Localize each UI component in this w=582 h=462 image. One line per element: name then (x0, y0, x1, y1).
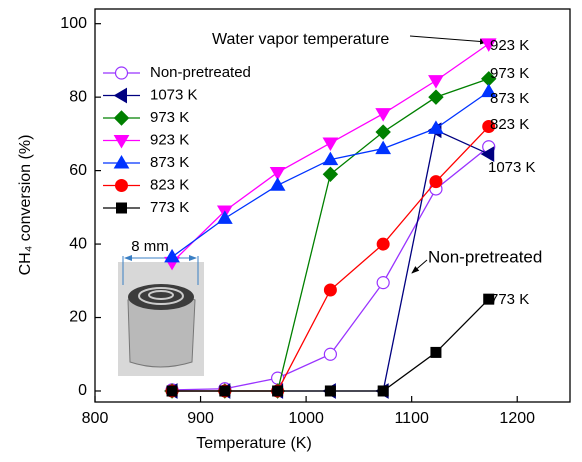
data-point (480, 146, 495, 162)
data-point (219, 385, 231, 397)
legend-marker (114, 66, 129, 80)
annotation: 1073 K (488, 159, 536, 176)
annotation: 873 K (490, 90, 529, 107)
annotation: 773 K (490, 291, 529, 308)
data-point (269, 177, 286, 191)
data-point (166, 385, 178, 397)
legend-label: 973 K (150, 109, 189, 126)
y-tick-label: 100 (60, 15, 87, 32)
inset-photo (118, 255, 204, 376)
legend-marker (113, 155, 130, 169)
x-tick-label: 1100 (394, 410, 429, 427)
data-point (322, 151, 339, 166)
legend-label: Non-pretreated (150, 64, 251, 81)
annotation: 823 K (490, 116, 529, 133)
legend-marker (113, 87, 127, 104)
data-point (377, 385, 389, 397)
legend-label: 1073 K (150, 86, 198, 103)
legend-marker (113, 110, 130, 126)
data-point (428, 89, 444, 105)
annotation: 8 mm (131, 238, 169, 255)
annotation: 973 K (490, 65, 529, 82)
data-point (375, 108, 392, 122)
data-point (428, 75, 444, 89)
data-point (216, 210, 233, 224)
x-tick-label: 800 (82, 410, 109, 427)
legend-label: 823 K (150, 176, 189, 193)
data-point (376, 237, 390, 251)
data-point (428, 120, 444, 134)
data-point (482, 120, 496, 134)
x-tick-label: 1000 (288, 410, 324, 427)
x-axis-label: Temperature (K) (196, 435, 312, 452)
data-point (376, 276, 390, 290)
data-point (269, 166, 286, 181)
annotation: Water vapor temperature (212, 31, 389, 48)
plot-frame (94, 8, 571, 403)
data-point (164, 248, 180, 263)
legend-marker (113, 135, 130, 149)
data-point (323, 347, 337, 361)
series-line (172, 298, 490, 392)
annotation-arrow (411, 259, 428, 274)
data-point (324, 385, 336, 397)
data-point (322, 166, 339, 182)
legend-label: 773 K (150, 199, 189, 216)
legend-label: 923 K (150, 131, 189, 148)
y-tick-label: 20 (69, 309, 87, 326)
data-point (430, 346, 442, 358)
data-point (375, 140, 392, 155)
y-tick-label: 80 (69, 88, 87, 105)
x-tick-label: 1200 (499, 410, 535, 427)
y-tick-label: 60 (69, 162, 87, 179)
data-point (483, 293, 495, 305)
data-point (323, 283, 337, 297)
x-tick-label: 900 (187, 410, 214, 427)
data-point (429, 175, 443, 189)
y-tick-label: 0 (78, 382, 87, 399)
data-point (480, 38, 497, 52)
data-point (480, 83, 497, 98)
data-point (375, 124, 391, 140)
annotation: 923 K (490, 37, 529, 54)
legend-marker (115, 179, 128, 192)
annotation-arrow (409, 35, 488, 45)
data-point (322, 137, 339, 152)
y-tick-label: 40 (69, 235, 87, 252)
data-point (272, 385, 284, 397)
annotation: Non-pretreated (428, 247, 542, 266)
legend-label: 873 K (150, 154, 189, 171)
y-axis-label: CH₄ conversion (%) (17, 135, 34, 276)
legend-marker (116, 202, 127, 214)
